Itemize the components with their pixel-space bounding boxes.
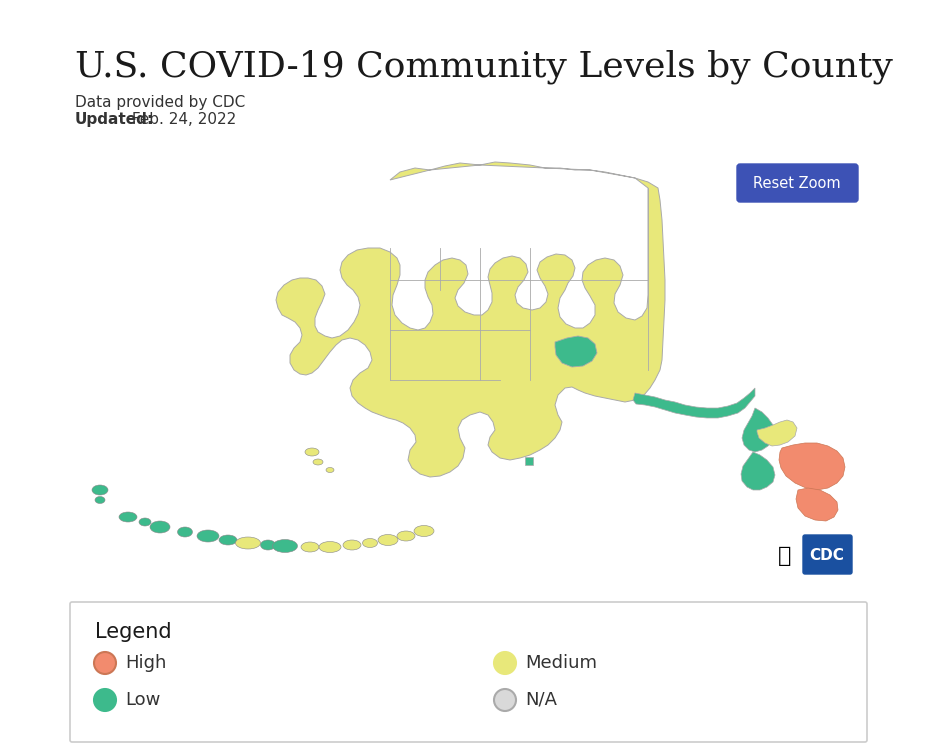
Ellipse shape [313, 459, 323, 465]
Circle shape [494, 689, 516, 711]
Text: 🦅: 🦅 [778, 546, 792, 566]
Ellipse shape [414, 525, 434, 537]
Circle shape [494, 652, 516, 674]
Polygon shape [779, 443, 845, 490]
Text: U.S. COVID-19 Community Levels by County: U.S. COVID-19 Community Levels by County [75, 50, 893, 85]
Text: Medium: Medium [525, 654, 597, 672]
Ellipse shape [378, 534, 398, 546]
Ellipse shape [150, 521, 170, 533]
Polygon shape [525, 457, 533, 465]
Text: Legend: Legend [95, 622, 172, 642]
Ellipse shape [305, 448, 319, 456]
Ellipse shape [236, 537, 260, 549]
Ellipse shape [139, 518, 151, 526]
Polygon shape [742, 408, 775, 452]
FancyBboxPatch shape [70, 602, 867, 742]
Text: High: High [125, 654, 166, 672]
Polygon shape [276, 162, 665, 477]
Polygon shape [796, 488, 838, 521]
Ellipse shape [272, 540, 298, 553]
Ellipse shape [343, 540, 361, 550]
Ellipse shape [119, 512, 137, 522]
Ellipse shape [219, 535, 237, 545]
Ellipse shape [92, 485, 108, 495]
FancyBboxPatch shape [803, 535, 852, 574]
Ellipse shape [362, 538, 377, 547]
Ellipse shape [397, 531, 415, 541]
Circle shape [94, 689, 116, 711]
Ellipse shape [301, 542, 319, 552]
Polygon shape [741, 452, 775, 490]
Text: Low: Low [125, 691, 161, 709]
Ellipse shape [197, 530, 219, 542]
Text: Reset Zoom: Reset Zoom [753, 175, 840, 191]
Text: Data provided by CDC: Data provided by CDC [75, 95, 245, 110]
Text: Feb. 24, 2022: Feb. 24, 2022 [127, 112, 237, 127]
Text: Updated:: Updated: [75, 112, 154, 127]
Polygon shape [757, 420, 797, 446]
Circle shape [94, 652, 116, 674]
Ellipse shape [177, 527, 192, 537]
Polygon shape [555, 336, 597, 367]
FancyBboxPatch shape [737, 164, 858, 202]
Text: CDC: CDC [809, 547, 844, 562]
Ellipse shape [319, 541, 341, 553]
Ellipse shape [260, 540, 275, 550]
Ellipse shape [326, 467, 334, 472]
Polygon shape [633, 388, 755, 418]
Ellipse shape [95, 497, 105, 503]
Text: N/A: N/A [525, 691, 557, 709]
